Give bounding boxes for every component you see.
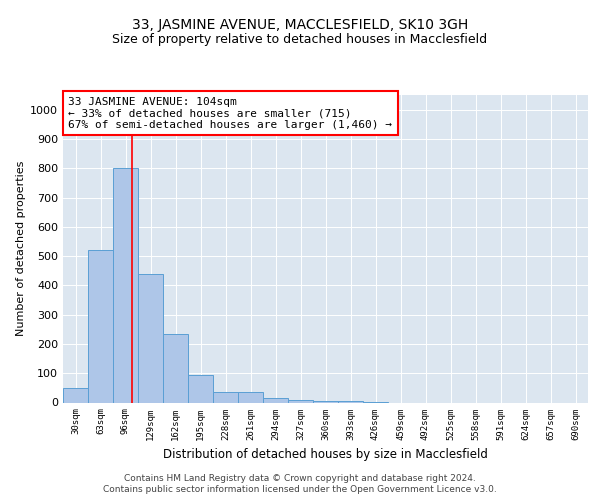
Text: Contains public sector information licensed under the Open Government Licence v3: Contains public sector information licen… <box>103 485 497 494</box>
Y-axis label: Number of detached properties: Number of detached properties <box>16 161 26 336</box>
Text: 33 JASMINE AVENUE: 104sqm
← 33% of detached houses are smaller (715)
67% of semi: 33 JASMINE AVENUE: 104sqm ← 33% of detac… <box>68 96 392 130</box>
Text: Size of property relative to detached houses in Macclesfield: Size of property relative to detached ho… <box>112 32 488 46</box>
Bar <box>188 374 213 402</box>
Bar <box>63 388 88 402</box>
Bar <box>263 398 288 402</box>
Bar <box>88 250 113 402</box>
Bar <box>288 400 313 402</box>
Bar <box>163 334 188 402</box>
Bar <box>113 168 138 402</box>
Bar <box>138 274 163 402</box>
X-axis label: Distribution of detached houses by size in Macclesfield: Distribution of detached houses by size … <box>163 448 488 461</box>
Bar <box>313 401 338 402</box>
Text: 33, JASMINE AVENUE, MACCLESFIELD, SK10 3GH: 33, JASMINE AVENUE, MACCLESFIELD, SK10 3… <box>132 18 468 32</box>
Bar <box>213 392 238 402</box>
Bar <box>238 392 263 402</box>
Text: Contains HM Land Registry data © Crown copyright and database right 2024.: Contains HM Land Registry data © Crown c… <box>124 474 476 483</box>
